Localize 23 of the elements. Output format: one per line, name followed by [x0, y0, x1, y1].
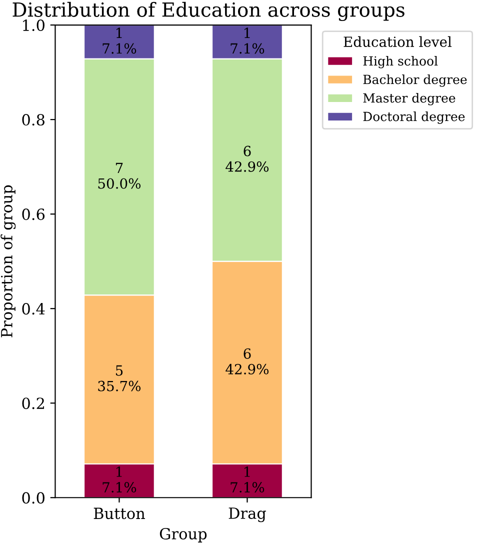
legend-label: Bachelor degree: [363, 74, 467, 87]
legend-title: Education level: [344, 36, 452, 48]
data-label: 1 7.1%: [102, 466, 136, 493]
legend-label: Doctoral degree: [363, 112, 465, 124]
data-label: 1 7.1%: [230, 466, 264, 493]
y-tick-label: 1.0: [23, 19, 44, 32]
legend-label: High school: [363, 56, 438, 68]
x-axis-title: Group: [160, 528, 207, 542]
data-label: 6 42.9%: [226, 146, 269, 172]
y-axis-title: Proportion of group: [0, 185, 16, 338]
data-label: 1 7.1%: [102, 28, 136, 54]
legend-label: Master degree: [363, 93, 456, 106]
data-label: 1 7.1%: [230, 28, 264, 54]
y-tick-label: 0.0: [22, 492, 44, 504]
data-label: 5 35.7%: [98, 365, 141, 392]
y-tick-label: 0.4: [22, 303, 45, 315]
data-label: 7 50.0%: [98, 162, 141, 189]
y-tick-label: 0.6: [22, 208, 45, 220]
y-tick-label: 0.8: [22, 114, 44, 126]
y-tick-label: 0.2: [22, 398, 44, 410]
x-tick-label: Drag: [228, 508, 266, 522]
x-tick-label: Button: [94, 508, 145, 520]
data-label: 6 42.9%: [226, 348, 269, 374]
